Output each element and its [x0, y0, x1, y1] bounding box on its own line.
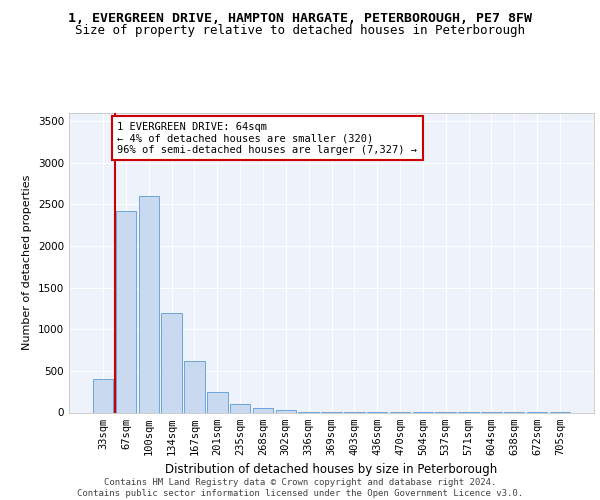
Text: 1 EVERGREEN DRIVE: 64sqm
← 4% of detached houses are smaller (320)
96% of semi-d: 1 EVERGREEN DRIVE: 64sqm ← 4% of detache…	[117, 122, 417, 155]
Bar	[93, 379, 113, 412]
Bar	[184, 361, 205, 412]
Bar	[116, 211, 136, 412]
Text: 1, EVERGREEN DRIVE, HAMPTON HARGATE, PETERBOROUGH, PE7 8FW: 1, EVERGREEN DRIVE, HAMPTON HARGATE, PET…	[68, 12, 532, 26]
X-axis label: Distribution of detached houses by size in Peterborough: Distribution of detached houses by size …	[166, 463, 497, 476]
Bar	[207, 392, 227, 412]
Bar	[275, 410, 296, 412]
Bar	[230, 404, 250, 412]
Bar	[253, 408, 273, 412]
Bar	[161, 312, 182, 412]
Y-axis label: Number of detached properties: Number of detached properties	[22, 175, 32, 350]
Text: Size of property relative to detached houses in Peterborough: Size of property relative to detached ho…	[75, 24, 525, 37]
Text: Contains HM Land Registry data © Crown copyright and database right 2024.
Contai: Contains HM Land Registry data © Crown c…	[77, 478, 523, 498]
Bar	[139, 196, 159, 412]
